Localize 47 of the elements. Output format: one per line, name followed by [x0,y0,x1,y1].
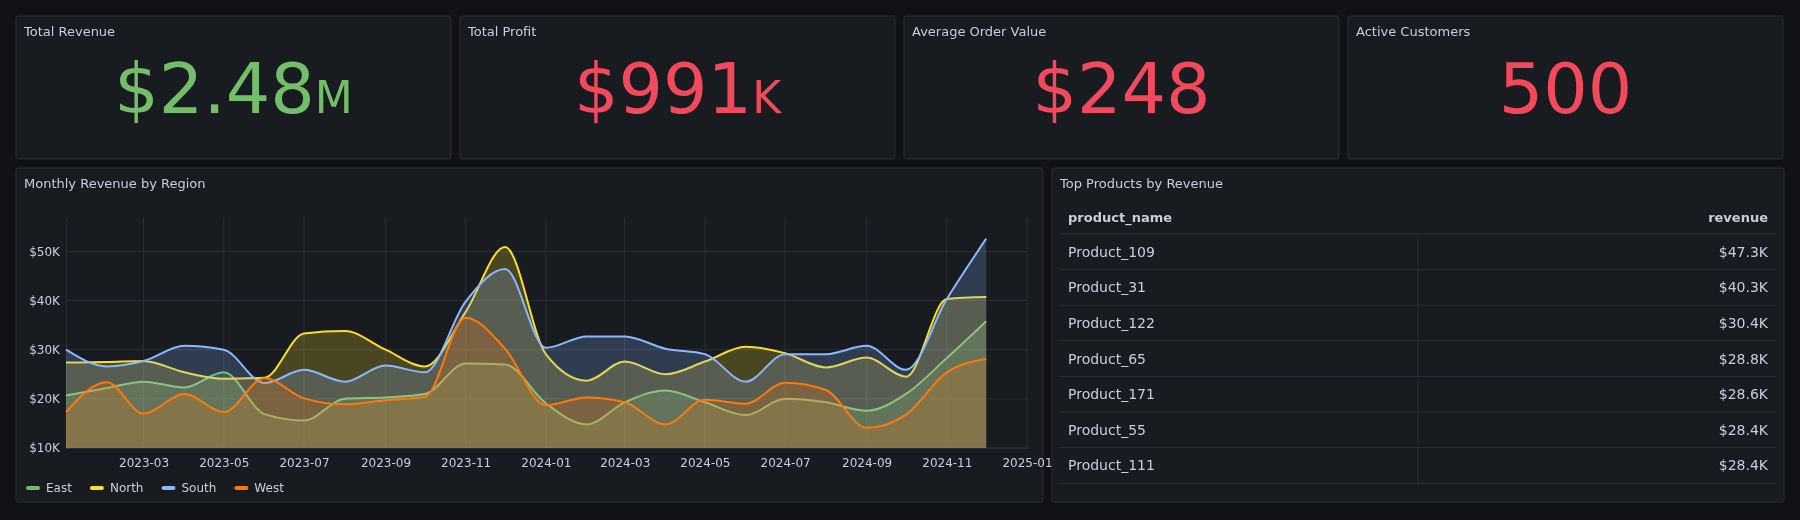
text: $2.48M [114,48,353,130]
x-tick-label: 2023-03 [118,455,170,470]
chart-title: Monthly Revenue by Region [24,176,206,191]
legend-label: South [181,481,217,495]
category-label: Product_55 [1068,421,1146,438]
category-label: Product_111 [1068,457,1155,474]
y-tick-label: $10K [29,441,62,456]
category-label: Product_109 [1068,243,1155,260]
text: $28.6K [1718,386,1768,403]
x-tick-label: 2023-07 [279,455,330,470]
text: revenue [1708,210,1769,225]
x-tick-label: 2024-05 [680,455,731,470]
x-tick-label: 2024-07 [760,455,811,470]
y-tick-label: $40K [29,293,62,308]
x-tick-label: 2024-09 [842,455,893,470]
text: Active Customers [1356,24,1471,39]
y-tick-label: $30K [29,343,62,358]
legend-label: North [109,481,144,495]
x-tick-label: 2024-01 [521,455,572,470]
text: $28.4K [1718,421,1768,438]
text: $47.3K [1718,243,1768,260]
text: $28.4K [1718,457,1768,474]
category-label: Product_171 [1068,386,1155,403]
text: $991K [573,48,783,130]
text: 500 [1498,48,1633,130]
text: $28.8K [1718,350,1768,367]
text: Total Profit [467,24,537,39]
x-tick-label: 2025-01 [1002,455,1053,470]
legend-label: West [254,481,285,495]
x-tick-label: 2023-11 [441,455,492,470]
text: Total Revenue [23,24,116,39]
category-label: Product_65 [1068,350,1146,367]
text: $30.4K [1718,315,1768,331]
y-tick-label: $20K [29,392,62,407]
category-label: Product_31 [1068,279,1146,296]
x-tick-label: 2023-05 [199,455,250,470]
text: Average Order Value [912,24,1047,39]
x-tick-label: 2024-03 [600,455,651,470]
x-tick-label: 2023-09 [360,455,412,470]
text: product_name [1068,210,1173,226]
text: $40.3K [1718,279,1768,296]
text: Top Products by Revenue [1059,176,1224,191]
y-tick-label: $50K [29,244,62,259]
x-tick-label: 2024-11 [922,455,973,470]
category-label: Product_122 [1068,315,1155,331]
legend-label: East [46,481,73,495]
text: $248 [1032,48,1211,130]
